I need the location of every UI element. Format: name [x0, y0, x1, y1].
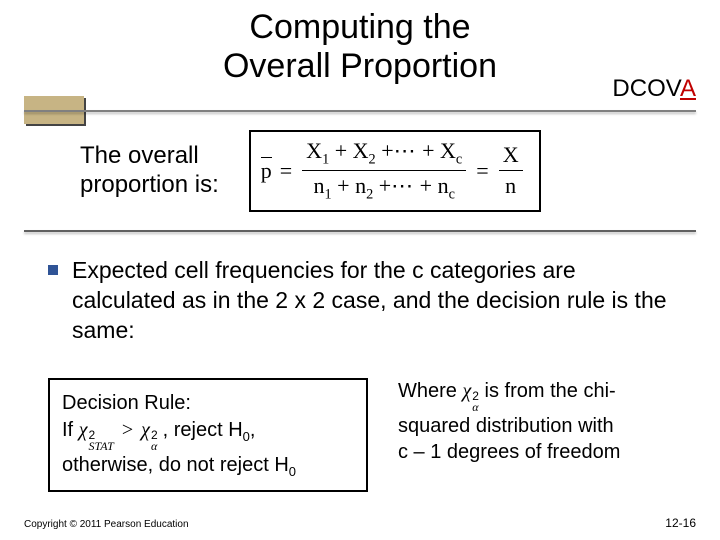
prop-label-l2: proportion is: — [80, 171, 219, 198]
prop-label-l1: The overall — [80, 142, 199, 169]
title-line2: Overall Proportion — [223, 47, 497, 85]
slide-title: Computing the Overall Proportion — [0, 0, 720, 86]
page-number: 12-16 — [665, 516, 696, 530]
decision-if: If — [62, 419, 73, 441]
decision-reject: , reject H — [163, 419, 243, 441]
equals: = — [280, 158, 292, 184]
header-divider — [0, 110, 720, 118]
slide: Computing the Overall Proportion DCOVA T… — [0, 0, 720, 540]
hline — [24, 110, 696, 112]
copyright: Copyright © 2011 Pearson Education — [24, 519, 189, 530]
num-X: X — [499, 142, 523, 168]
decision-rule-box: Decision Rule: If χ2STAT > χ2α , reject … — [48, 378, 368, 492]
p-bar: p — [261, 157, 272, 184]
fraction-simple: X n — [499, 142, 523, 199]
chi-stat: χ2STAT > χ2α — [79, 419, 163, 441]
decision-heading: Decision Rule: — [62, 392, 191, 414]
bullet-block: Expected cell frequencies for the c cate… — [48, 256, 680, 346]
decision-otherwise: otherwise, do not reject H — [62, 454, 289, 476]
proportion-row: The overall proportion is: p = X1 + X2 +… — [80, 130, 640, 212]
chi-alpha: χ2α — [462, 380, 479, 402]
proportion-label: The overall proportion is: — [80, 142, 219, 200]
dcova-prefix: DCOV — [612, 75, 680, 102]
bullet-icon — [48, 265, 58, 275]
fraction-main: X1 + X2 +⋯ + Xc n1 + n2 +⋯ + nc — [302, 138, 466, 204]
title-line1: Computing the — [249, 8, 470, 46]
bullet-text: Expected cell frequencies for the c cate… — [72, 256, 680, 346]
den-n: n — [501, 173, 520, 199]
lower-row: Decision Rule: If χ2STAT > χ2α , reject … — [48, 378, 680, 492]
dcova-label: DCOVA — [612, 75, 696, 103]
numerator: X1 + X2 +⋯ + Xc — [302, 138, 466, 168]
equals2: = — [476, 158, 488, 184]
where-text: Where χ2α is from the chi- squared distr… — [398, 378, 680, 465]
denominator: n1 + n2 +⋯ + nc — [310, 173, 459, 203]
p-symbol: p — [261, 158, 272, 184]
formula-box: p = X1 + X2 +⋯ + Xc n1 + n2 +⋯ + — [249, 130, 541, 212]
divider — [24, 230, 696, 232]
dcova-a: A — [680, 75, 696, 102]
